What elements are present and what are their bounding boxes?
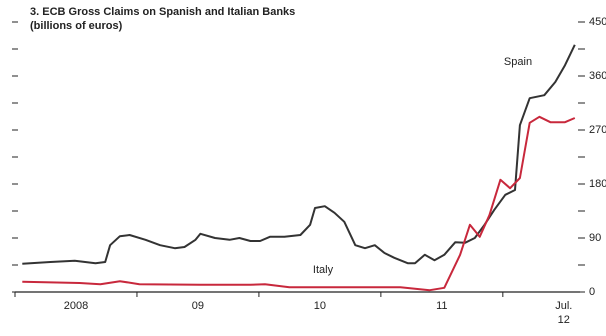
y-tick-label: 360 xyxy=(589,70,606,82)
x-tick-label: 09 xyxy=(192,300,204,312)
series-label: Spain xyxy=(504,56,532,68)
x-tick-label: 11 xyxy=(436,300,447,312)
series-line xyxy=(22,115,576,292)
chart-title: 3. ECB Gross Claims on Spanish and Itali… xyxy=(30,6,295,18)
y-tick-label: 0 xyxy=(589,286,595,298)
x-tick-label: Jul. 12 xyxy=(555,300,572,326)
chart-subtitle: (billions of euros) xyxy=(30,20,123,32)
x-tick-label: 2008 xyxy=(64,300,88,312)
y-tick-label: 90 xyxy=(589,232,601,244)
x-tick-label: 10 xyxy=(314,300,326,312)
y-tick-label: 180 xyxy=(589,178,606,190)
y-tick-label: 450 xyxy=(589,16,606,28)
y-tick-label: 270 xyxy=(589,124,606,136)
series-label: Italy xyxy=(313,264,334,276)
series-line xyxy=(22,44,576,265)
